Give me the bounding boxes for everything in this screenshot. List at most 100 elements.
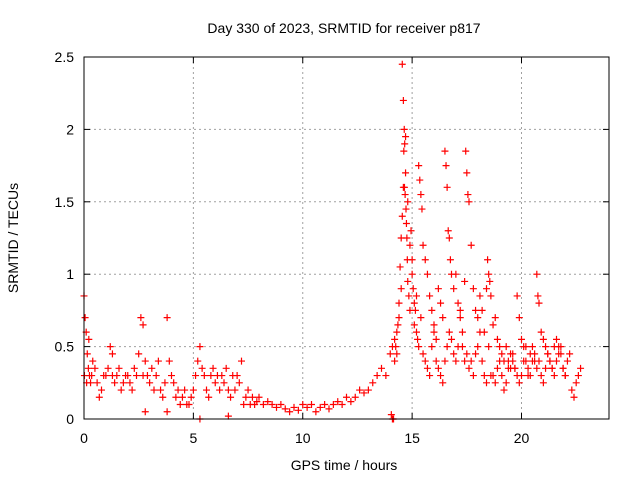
data-point: [442, 162, 450, 170]
data-point: [141, 408, 149, 416]
data-point: [364, 386, 372, 394]
data-point: [402, 133, 410, 141]
data-point: [432, 335, 440, 343]
data-point: [351, 393, 359, 401]
data-point: [148, 364, 156, 372]
data-point: [203, 386, 210, 394]
data-point: [428, 343, 436, 351]
data-point: [502, 379, 510, 387]
data-point: [294, 406, 302, 414]
data-point: [491, 314, 499, 322]
data-point: [555, 350, 563, 358]
data-point: [329, 401, 337, 409]
data-point: [264, 398, 272, 406]
data-point: [474, 314, 482, 322]
data-point: [170, 379, 178, 387]
data-point: [168, 372, 175, 380]
data-point: [281, 405, 289, 413]
data-point: [574, 372, 582, 380]
data-point: [452, 270, 460, 278]
data-point: [163, 314, 171, 322]
data-point: [83, 350, 91, 358]
data-point: [544, 350, 552, 358]
y-tick-label: 1.5: [55, 194, 75, 210]
data-point: [489, 321, 497, 329]
data-point: [220, 379, 228, 387]
data-point: [515, 379, 523, 387]
data-point: [434, 285, 442, 293]
data-point: [398, 212, 406, 220]
data-point: [325, 405, 333, 413]
data-point: [441, 357, 449, 365]
data-point: [463, 169, 471, 177]
data-point: [402, 220, 410, 228]
data-point: [456, 314, 464, 322]
data-point: [416, 176, 424, 184]
data-point: [472, 306, 480, 314]
data-point: [474, 343, 482, 351]
data-point: [410, 321, 418, 329]
data-point: [432, 357, 440, 365]
x-tick-label: 15: [404, 430, 420, 446]
data-point: [463, 350, 471, 358]
data-point: [439, 314, 447, 322]
data-point: [133, 372, 140, 380]
data-point: [476, 292, 484, 300]
data-point: [382, 372, 390, 380]
data-point: [524, 372, 532, 380]
data-point: [511, 364, 519, 372]
y-axis-label: SRMTID / TECUs: [5, 183, 21, 293]
data-point: [426, 372, 434, 380]
x-tick-label: 10: [295, 430, 311, 446]
data-point: [115, 364, 123, 372]
data-point: [312, 408, 320, 416]
data-point: [334, 398, 342, 406]
data-point: [406, 241, 414, 249]
data-point: [369, 379, 377, 387]
data-point: [513, 292, 521, 300]
data-point: [489, 372, 497, 380]
data-point: [493, 364, 501, 372]
data-point: [472, 350, 480, 358]
data-point: [402, 205, 410, 213]
data-point: [347, 398, 355, 406]
data-point: [84, 364, 92, 372]
data-point: [498, 350, 506, 358]
y-tick-label: 2: [66, 121, 74, 137]
data-point: [401, 191, 409, 199]
data-point: [563, 357, 571, 365]
data-point: [395, 299, 403, 307]
data-point: [483, 379, 490, 387]
data-point: [159, 393, 167, 401]
data-point: [235, 379, 243, 387]
data-point: [88, 372, 96, 380]
data-point: [550, 372, 558, 380]
data-point: [277, 401, 285, 409]
data-point: [418, 205, 426, 213]
data-point: [391, 357, 399, 365]
data-point: [518, 372, 525, 380]
data-point: [423, 364, 431, 372]
data-point: [117, 386, 125, 394]
data-point: [417, 314, 425, 322]
data-point: [373, 372, 381, 380]
data-point: [426, 292, 434, 300]
data-point: [413, 328, 420, 336]
data-point: [405, 292, 413, 300]
data-point: [130, 364, 138, 372]
data-point: [561, 372, 569, 380]
data-point: [360, 389, 368, 397]
data-point: [141, 357, 149, 365]
data-point: [404, 277, 412, 285]
data-point: [255, 393, 263, 401]
data-point: [233, 372, 241, 380]
data-point: [410, 299, 418, 307]
data-point: [205, 393, 213, 401]
data-point: [231, 386, 239, 394]
data-point: [568, 386, 576, 394]
y-tick-label: 0.5: [55, 339, 75, 355]
data-point: [303, 403, 311, 411]
data-point: [542, 343, 550, 351]
data-point: [557, 343, 565, 351]
